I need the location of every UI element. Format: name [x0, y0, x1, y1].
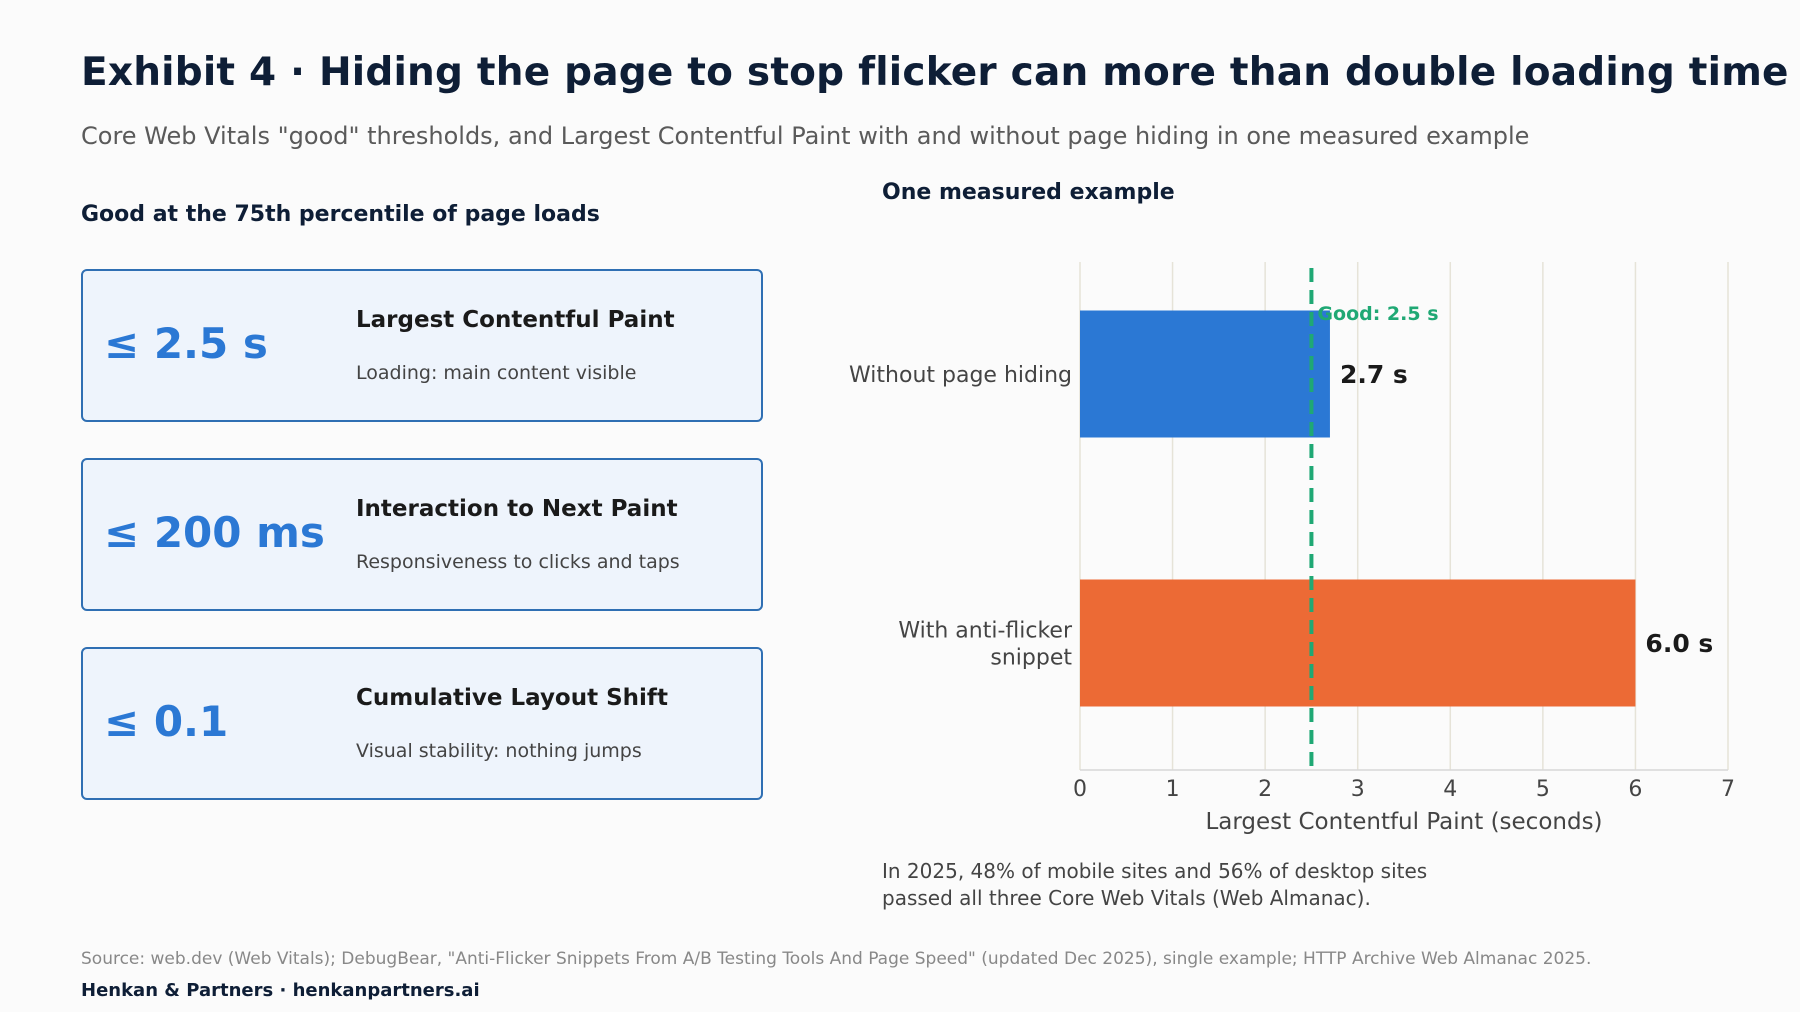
threshold-value: ≤ 200 ms	[104, 508, 325, 557]
x-tick-label: 7	[1721, 777, 1735, 802]
x-tick-label: 3	[1351, 777, 1365, 802]
source-note: Source: web.dev (Web Vitals); DebugBear,…	[81, 949, 1592, 969]
metric-description: Loading: main content visible	[356, 362, 637, 384]
threshold-card-cls: ≤ 0.1 Cumulative Layout Shift Visual sta…	[81, 647, 763, 800]
note-line-2: passed all three Core Web Vitals (Web Al…	[882, 886, 1371, 910]
category-label: snippet	[990, 646, 1072, 671]
metric-name: Interaction to Next Paint	[356, 496, 678, 522]
x-tick-label: 4	[1443, 777, 1457, 802]
metric-name: Largest Contentful Paint	[356, 307, 675, 333]
threshold-card-inp: ≤ 200 ms Interaction to Next Paint Respo…	[81, 458, 763, 611]
x-axis-label: Largest Contentful Paint (seconds)	[1205, 809, 1602, 835]
x-tick-label: 6	[1628, 777, 1642, 802]
note-line-1: In 2025, 48% of mobile sites and 56% of …	[882, 859, 1428, 883]
x-tick-label: 0	[1073, 777, 1087, 802]
page-title: Exhibit 4 · Hiding the page to stop flic…	[81, 50, 1789, 95]
x-tick-label: 1	[1166, 777, 1180, 802]
bar-value-label: 6.0 s	[1645, 629, 1713, 658]
web-almanac-note: In 2025, 48% of mobile sites and 56% of …	[882, 858, 1582, 912]
x-tick-label: 2	[1258, 777, 1272, 802]
bar	[1080, 310, 1330, 438]
good-threshold-label: Good: 2.5 s	[1317, 303, 1438, 325]
category-label: With anti-flicker	[898, 619, 1073, 644]
thresholds-heading: Good at the 75th percentile of page load…	[81, 202, 600, 227]
metric-description: Responsiveness to clicks and taps	[356, 551, 680, 573]
brand-footer: Henkan & Partners · henkanpartners.ai	[81, 980, 480, 1001]
example-heading: One measured example	[882, 180, 1175, 205]
x-tick-label: 5	[1536, 777, 1550, 802]
threshold-value: ≤ 0.1	[104, 697, 229, 746]
metric-description: Visual stability: nothing jumps	[356, 740, 642, 762]
bar-value-label: 2.7 s	[1340, 360, 1408, 389]
threshold-value: ≤ 2.5 s	[104, 319, 268, 368]
bar	[1080, 579, 1636, 707]
category-label: Without page hiding	[849, 363, 1072, 388]
threshold-card-lcp: ≤ 2.5 s Largest Contentful Paint Loading…	[81, 269, 763, 422]
metric-name: Cumulative Layout Shift	[356, 685, 668, 711]
page-subtitle: Core Web Vitals "good" thresholds, and L…	[81, 122, 1530, 150]
